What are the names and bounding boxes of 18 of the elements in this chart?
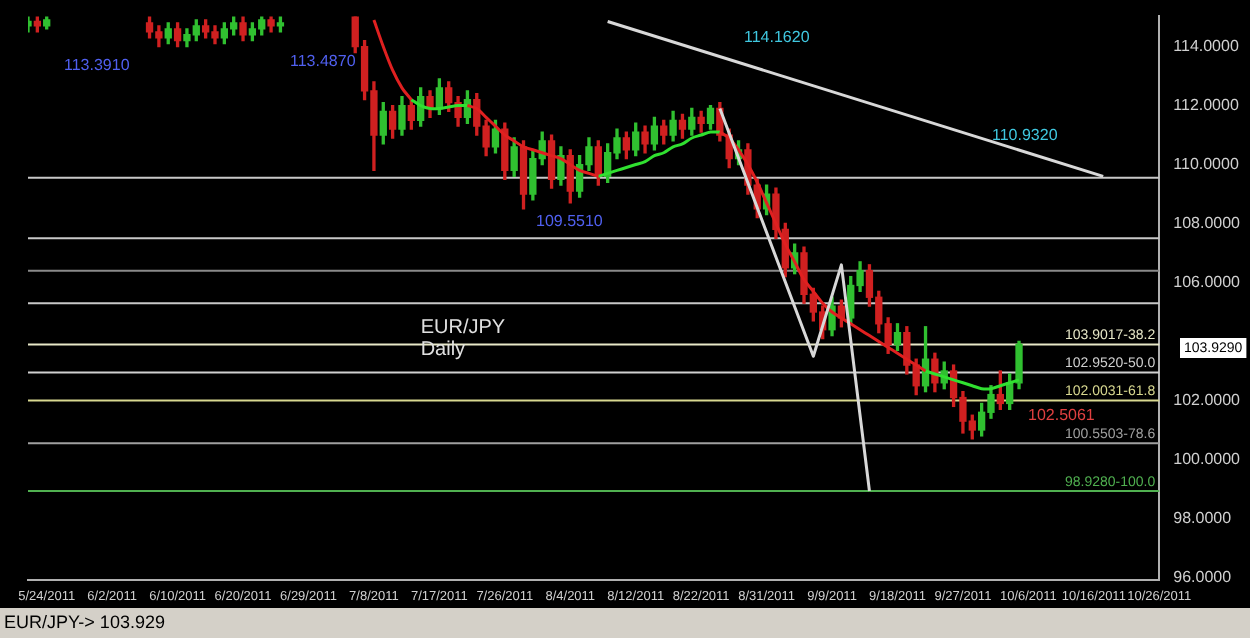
annotation: 113.3910 (64, 56, 131, 75)
y-tick-label: 98.0000 (1173, 508, 1233, 527)
y-tick-label: 96.0000 (1173, 567, 1233, 586)
y-tick-label: 102.0000 (1173, 390, 1242, 409)
annotation: 102.5061 (1028, 406, 1096, 425)
y-tick-label: 100.0000 (1173, 449, 1242, 468)
annotation: 110.9320 (992, 126, 1059, 145)
y-tick-label: 106.0000 (1173, 272, 1242, 291)
y-tick-label: 108.0000 (1173, 213, 1242, 232)
annotation: 113.4870 (290, 52, 357, 71)
annotation: 109.5510 (536, 212, 604, 231)
y-tick-label: 110.0000 (1173, 154, 1240, 173)
text: Daily (420, 338, 466, 361)
y-tick-label: 114.0000 (1173, 36, 1240, 55)
text: EUR/JPY (420, 316, 506, 339)
y-tick-label: 112.0000 (1173, 95, 1240, 114)
text: EUR/JPY-> 103.929 (0, 608, 1250, 638)
annotation: 114.1620 (744, 28, 811, 47)
